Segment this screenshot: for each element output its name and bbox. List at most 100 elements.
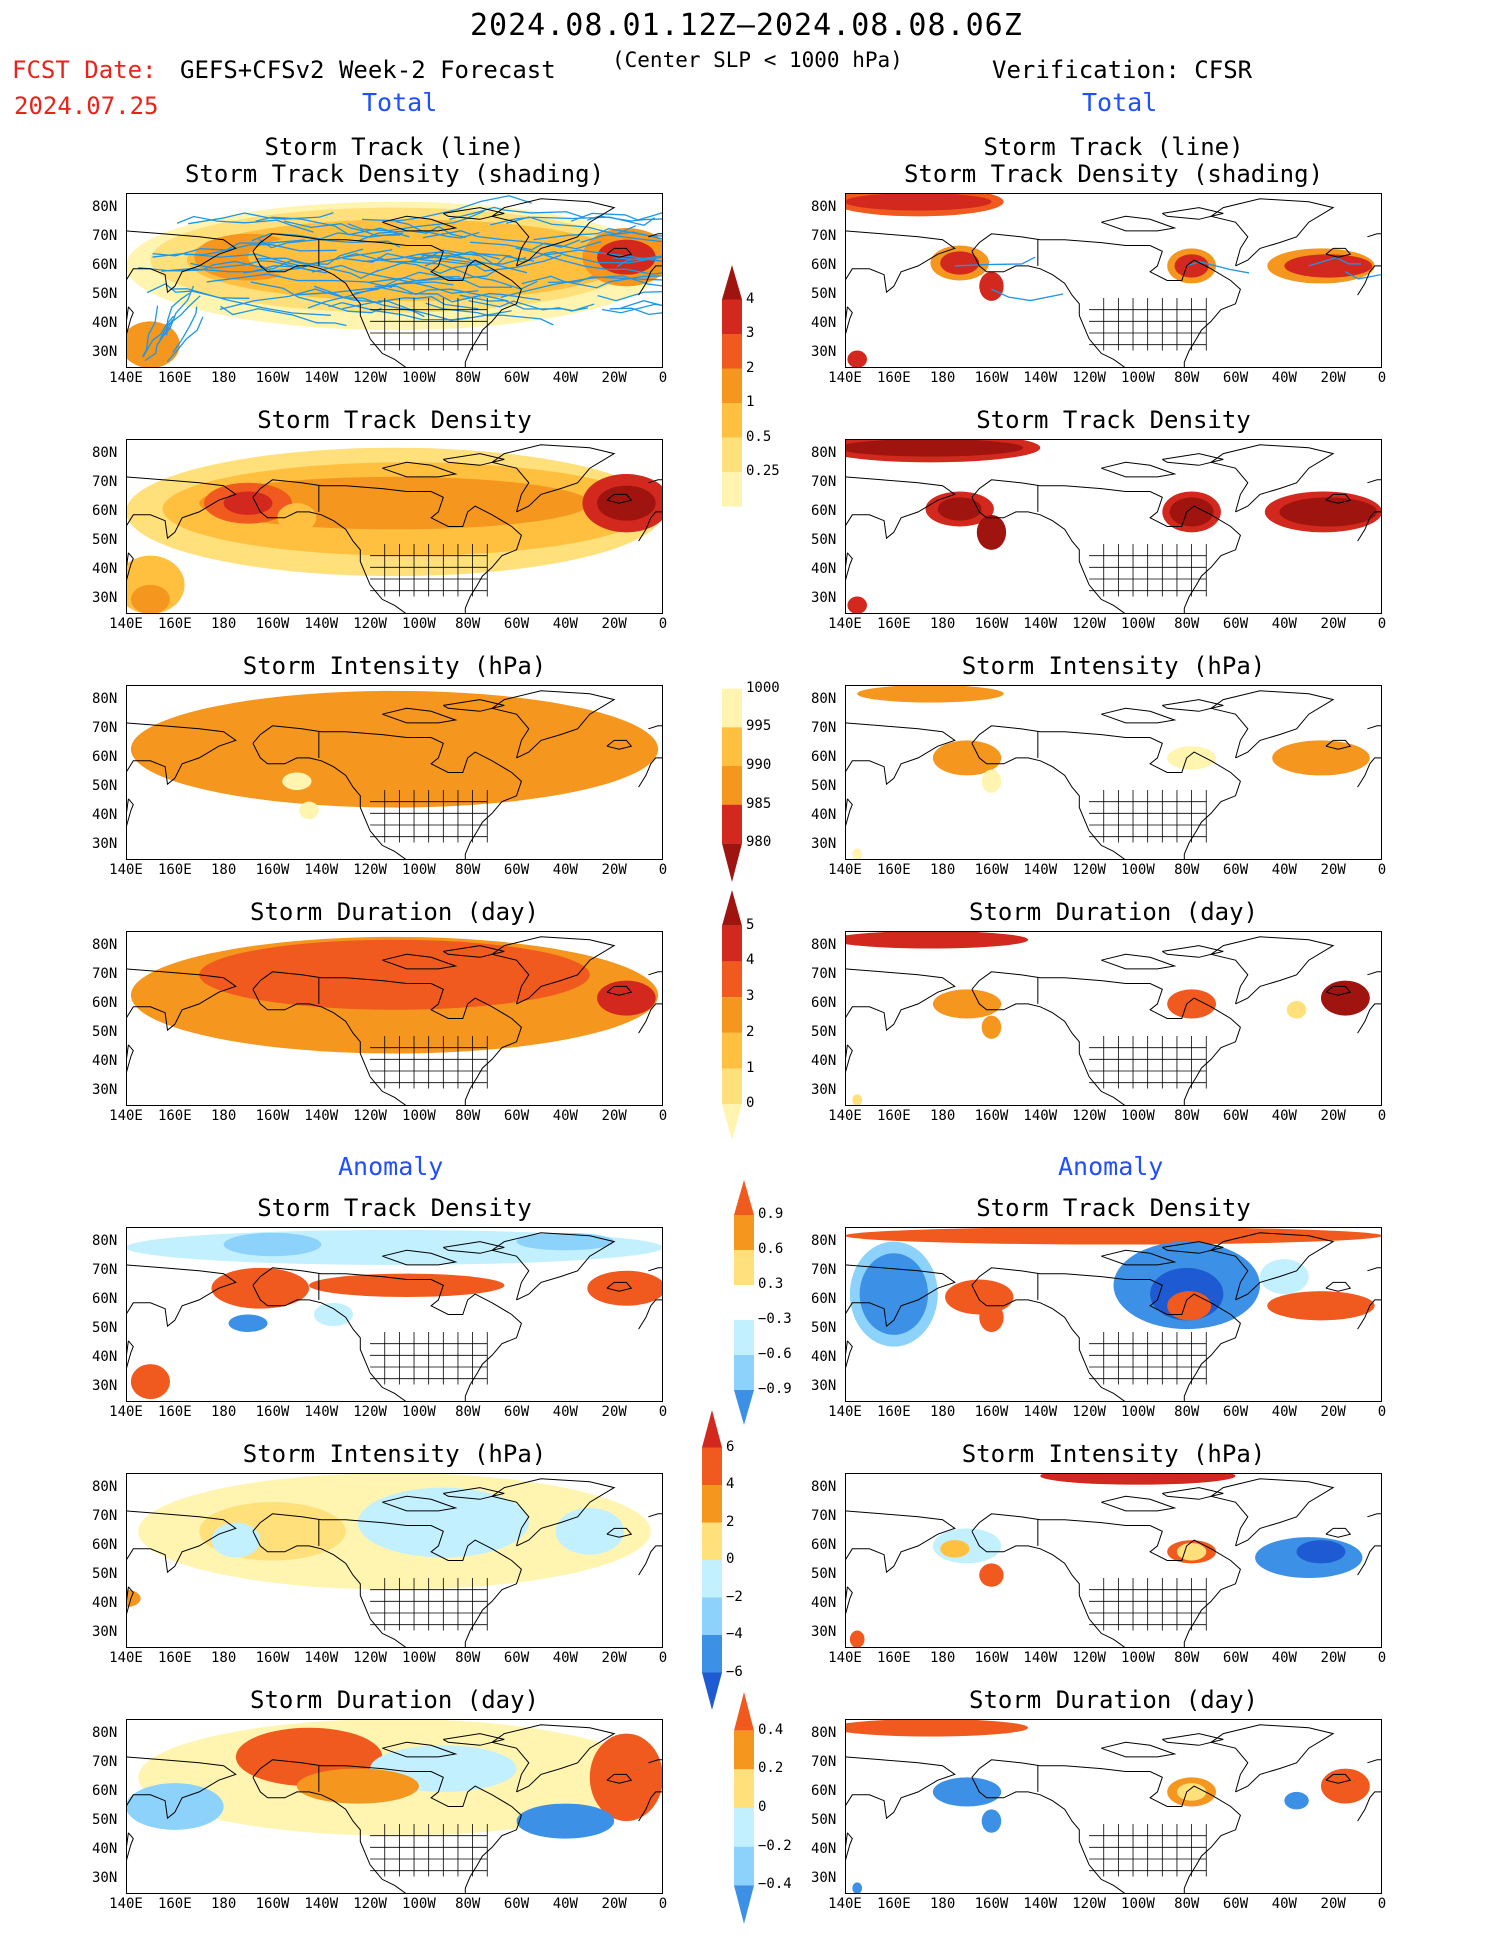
storm-track-line xyxy=(543,251,663,264)
coastline xyxy=(971,971,1241,1106)
coastline xyxy=(1357,511,1382,542)
coastline xyxy=(638,1791,663,1822)
lon-tick-label: 140W xyxy=(1023,1650,1058,1666)
panel-aduration-left: Storm Duration (day) 140E 160E 180 160W 140W 1… xyxy=(66,1657,673,1922)
lon-tick-label: 180 xyxy=(929,1108,956,1124)
lon-tick-label: 20W xyxy=(601,616,627,632)
shading-cell xyxy=(845,1719,1029,1737)
panel-title: Storm Duration (day) xyxy=(969,898,1258,926)
lat-tick-label: 70N xyxy=(92,473,118,490)
lon-tick-label: 20W xyxy=(601,370,627,386)
panel-density-right: Storm Track Density 140E 160E 180 160W 140W 12… xyxy=(785,377,1392,642)
lon-tick-label: 40W xyxy=(1271,1404,1297,1420)
storm-track-line xyxy=(159,295,201,341)
coastline xyxy=(845,1586,853,1617)
shading-cell xyxy=(1296,1540,1346,1564)
lat-tick-label: 70N xyxy=(811,1261,837,1278)
coastline xyxy=(648,233,663,238)
colorbar-segment xyxy=(702,1410,722,1448)
coastline xyxy=(638,757,663,788)
lat-tick-label: 60N xyxy=(92,1536,118,1553)
colorbar-label: 2 xyxy=(746,1023,755,1040)
shading-cell xyxy=(357,1487,529,1558)
coastline xyxy=(252,1285,407,1402)
colorbar-segment xyxy=(702,1447,722,1485)
storm-track-line xyxy=(1345,271,1382,280)
shading-cell xyxy=(1167,746,1217,770)
lat-tick-label: 60N xyxy=(811,1536,837,1553)
lon-tick-label: 140W xyxy=(1023,1108,1058,1124)
coastline xyxy=(490,936,616,1005)
shading-cell xyxy=(981,1809,1002,1833)
lat-tick-label: 40N xyxy=(811,315,837,332)
lon-tick-label: 120W xyxy=(353,1404,387,1420)
shading-cell xyxy=(309,1273,505,1297)
storm-track-line xyxy=(172,306,198,353)
coastline xyxy=(1101,707,1177,724)
panel-title: Storm Duration (day) xyxy=(250,1686,539,1714)
storm-track-line xyxy=(342,252,471,263)
storm-track-line xyxy=(283,220,401,237)
shading-cell xyxy=(1320,980,1370,1016)
coastline xyxy=(606,1527,633,1538)
panel-title: Storm Track (line) xyxy=(983,133,1244,161)
colorbar-label: 0.3 xyxy=(758,1276,784,1292)
lon-tick-label: 140W xyxy=(304,862,339,878)
lon-tick-label: 160W xyxy=(255,370,290,386)
coastline xyxy=(126,1756,237,1820)
shading-cell xyxy=(1267,1291,1375,1321)
lon-tick-label: 60W xyxy=(1222,616,1249,632)
coastline xyxy=(648,1267,663,1272)
lat-tick-label: 30N xyxy=(92,1870,118,1887)
colorbar-label: 1 xyxy=(746,394,755,410)
shading-cell xyxy=(945,1279,1014,1315)
lon-tick-label: 40W xyxy=(1271,370,1297,386)
colorbar-label: 4 xyxy=(746,290,755,307)
coastline xyxy=(443,1733,505,1746)
panel-title: Storm Track Density (shading) xyxy=(184,160,605,188)
lat-tick-label: 60N xyxy=(811,748,837,765)
lon-tick-label: 180 xyxy=(929,1650,956,1666)
lon-tick-label: 180 xyxy=(210,1650,237,1666)
verification-label: Verification: CFSR xyxy=(992,56,1253,84)
coastline xyxy=(1367,1759,1382,1764)
storm-track-line xyxy=(500,275,663,298)
coastline xyxy=(648,479,663,484)
lon-tick-label: 0 xyxy=(658,1650,668,1666)
lon-tick-label: 160W xyxy=(255,862,290,878)
coastline xyxy=(1101,215,1177,232)
colorbar-segment xyxy=(734,1390,754,1425)
lon-tick-label: 180 xyxy=(210,1108,237,1124)
storm-track-line xyxy=(470,241,602,251)
coastline xyxy=(382,1495,458,1512)
coastline xyxy=(606,493,633,504)
storm-track-line xyxy=(620,300,663,309)
lon-tick-label: 140E xyxy=(109,1108,143,1124)
shading-cell xyxy=(126,321,180,368)
map-frame xyxy=(126,1719,663,1894)
lat-tick-label: 60N xyxy=(92,1290,118,1307)
map-frame xyxy=(845,1227,1382,1402)
lon-tick-label: 120W xyxy=(353,616,387,632)
colorbar-segment xyxy=(722,688,742,728)
lat-tick-label: 30N xyxy=(811,590,837,607)
coastline xyxy=(1162,1241,1224,1254)
lon-tick-label: 120W xyxy=(1072,370,1106,386)
lon-tick-label: 40W xyxy=(552,616,578,632)
lat-tick-label: 50N xyxy=(92,1812,118,1829)
coastline xyxy=(971,1267,1241,1402)
lat-tick-label: 80N xyxy=(92,1232,118,1249)
lat-tick-label: 70N xyxy=(811,965,837,982)
lon-tick-label: 60W xyxy=(503,1896,530,1912)
shading-cell xyxy=(1176,1543,1207,1561)
lon-tick-label: 120W xyxy=(1072,1108,1106,1124)
map-area xyxy=(126,1473,663,1648)
coastline xyxy=(126,1044,134,1075)
coastline xyxy=(1367,1267,1382,1272)
shading-cell xyxy=(932,989,1002,1019)
lon-tick-label: 160E xyxy=(157,1108,192,1124)
lon-tick-label: 60W xyxy=(1222,1108,1249,1124)
lat-tick-label: 40N xyxy=(92,807,118,824)
map-frame xyxy=(126,193,663,368)
storm-track-line xyxy=(138,260,268,272)
